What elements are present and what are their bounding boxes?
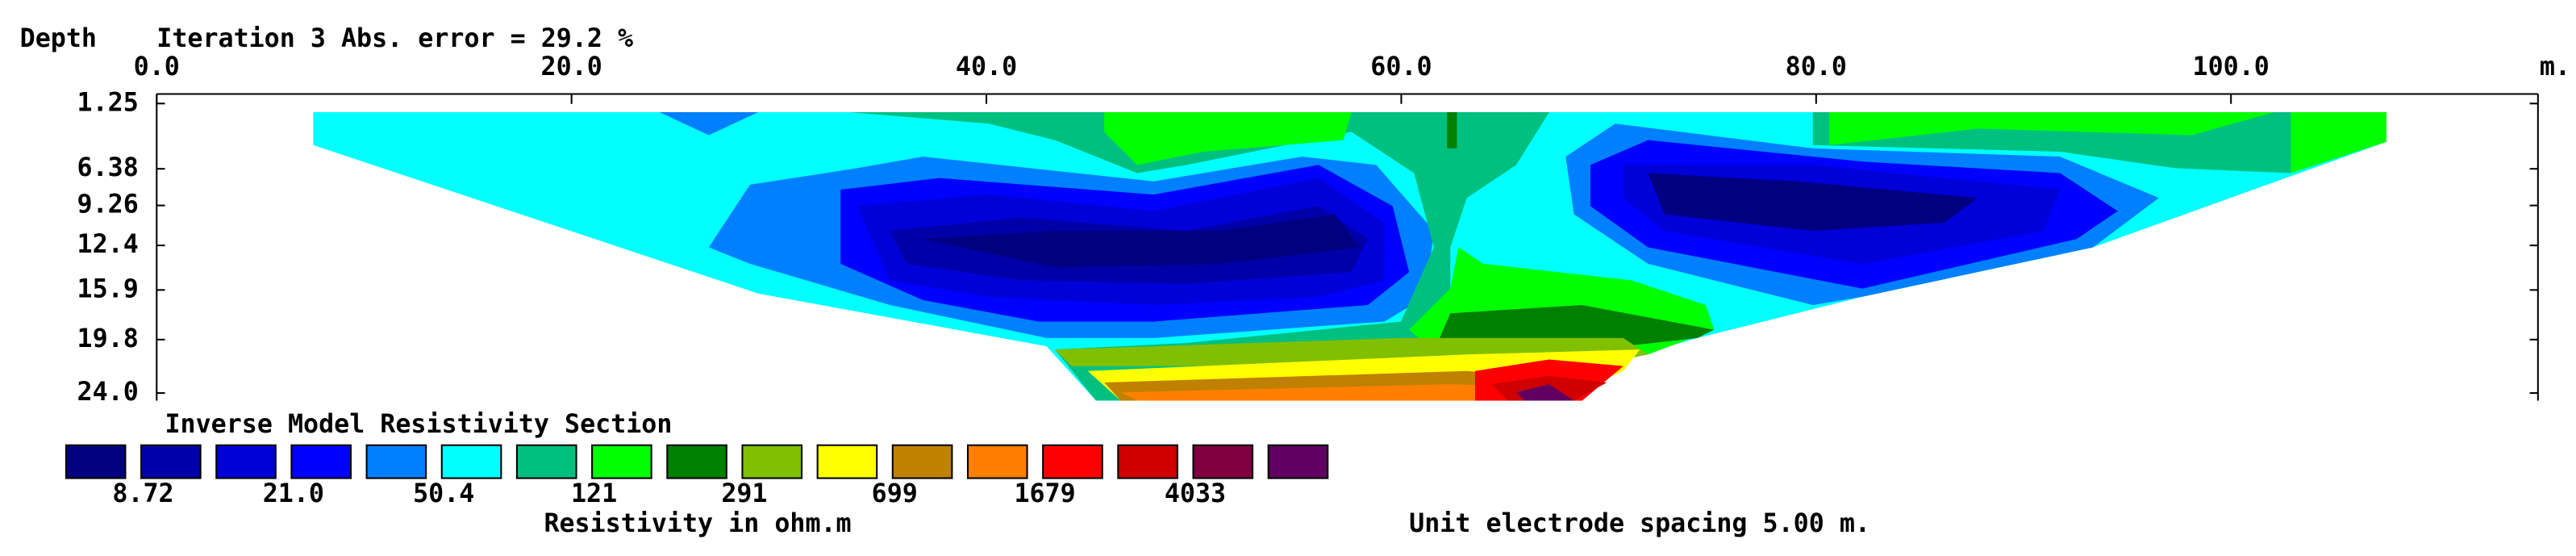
x-unit: m.: [2540, 52, 2570, 82]
colorbar-swatch: [1267, 444, 1329, 479]
section: [313, 111, 2386, 401]
colorbar-swatch: [1042, 444, 1103, 479]
y-tick-label: 12.4: [77, 230, 139, 259]
colorbar-swatch: [891, 444, 953, 479]
colorbar-title: Inverse Model Resistivity Section: [165, 410, 672, 439]
colorbar-tick-label: 4033: [1165, 479, 1226, 508]
colorbar-tick-label: 21.0: [263, 479, 324, 508]
x-tick-label: 20.0: [541, 52, 602, 82]
colorbar-swatch: [65, 444, 127, 479]
y-axis-label: Depth: [20, 24, 97, 53]
colorbar-swatch: [140, 444, 202, 479]
colorbar-swatch: [365, 444, 427, 479]
y-tick-label: 19.8: [77, 324, 139, 353]
colorbar-tick-label: 8.72: [112, 479, 173, 508]
colorbar-swatch: [666, 444, 727, 479]
colorbar-swatch: [440, 444, 502, 479]
x-tick-label: 60.0: [1370, 52, 1432, 82]
colorbar-swatch: [966, 444, 1028, 479]
x-tick-label: 0.0: [134, 52, 180, 82]
colorbar-swatch: [1117, 444, 1178, 479]
y-tick-label: 9.26: [77, 190, 139, 219]
x-tick-label: 80.0: [1786, 52, 1847, 82]
colorbar-swatch: [290, 444, 352, 479]
note: Unit electrode spacing 5.00 m.: [1409, 509, 1870, 538]
y-tick-label: 24.0: [77, 378, 139, 407]
colorbar-swatch: [515, 444, 577, 479]
colorbar-swatch: [1192, 444, 1254, 479]
colorbar-tick-label: 50.4: [413, 479, 474, 508]
colorbar-label: Resistivity in ohm.m: [544, 509, 851, 538]
colorbar-tick-label: 121: [571, 479, 617, 508]
colorbar-swatch: [215, 444, 277, 479]
x-tick-label: 40.0: [956, 52, 1017, 82]
y-tick-label: 6.38: [77, 153, 139, 182]
x-tick-label: 100.0: [2193, 52, 2270, 82]
colorbar-tick-label: 1679: [1014, 479, 1075, 508]
colorbar-swatch: [816, 444, 878, 479]
colorbar-tick-label: 291: [721, 479, 767, 508]
colorbar-swatch: [741, 444, 803, 479]
chart-subtitle: Iteration 3 Abs. error = 29.2 %: [156, 24, 633, 53]
y-tick-label: 1.25: [77, 88, 139, 117]
colorbar-tick-label: 699: [872, 479, 918, 508]
y-tick-label: 15.9: [77, 274, 139, 303]
colorbar-swatch: [591, 444, 652, 479]
